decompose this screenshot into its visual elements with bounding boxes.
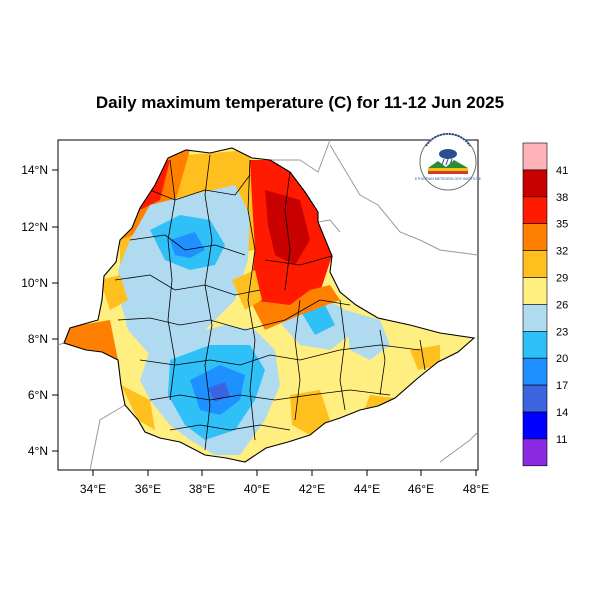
colorbar-label: 35 (556, 219, 568, 231)
lat-tick-label: 6°N (28, 388, 48, 402)
country-outline (63, 147, 476, 463)
lat-tick-label: 10°N (21, 276, 48, 290)
colorbar-swatch (522, 250, 548, 278)
lon-tick-label: 46°E (408, 482, 434, 496)
colorbar-swatch (522, 196, 548, 225)
colorbar-label: 14 (556, 407, 568, 419)
admin-boundaries (114, 154, 426, 451)
lon-tick-label: 36°E (135, 482, 161, 496)
axis-ticks (52, 169, 477, 476)
colorbar-label: 38 (556, 192, 568, 204)
lat-tick-label: 4°N (28, 444, 48, 458)
ethiopian-meteorology-institute-logo: ETHIOPIAN METEOROLOGY INSTITUTE (415, 132, 482, 191)
colorbar-swatch (522, 277, 548, 305)
lon-tick-label: 42°E (299, 482, 325, 496)
svg-text:ETHIOPIAN METEOROLOGY INSTITUT: ETHIOPIAN METEOROLOGY INSTITUTE (415, 177, 482, 181)
lat-tick-label: 12°N (21, 220, 48, 234)
longitude-labels: 34°E 36°E 38°E 40°E 42°E 44°E 46°E 48°E (80, 482, 489, 496)
colorbar-label: 41 (556, 165, 568, 177)
colorbar-swatch (522, 438, 548, 467)
map-title: Daily maximum temperature (C) for 11-12 … (95, 93, 505, 112)
lon-tick-label: 44°E (354, 482, 380, 496)
colorbar-swatch (522, 304, 548, 332)
lon-tick-label: 34°E (80, 482, 106, 496)
colorbar-label: 32 (556, 246, 568, 258)
colorbar-label: 23 (556, 326, 568, 338)
colorbar-swatch (522, 330, 548, 359)
colorbar-label: 17 (556, 380, 568, 392)
colorbar-swatch (522, 384, 548, 413)
neighbour-borders (57, 139, 479, 471)
colorbar: 41 38 35 32 29 26 23 20 17 14 11 (522, 142, 568, 467)
colorbar-swatch (522, 223, 548, 251)
lon-tick-label: 48°E (463, 482, 489, 496)
colorbar-swatch (522, 169, 548, 198)
lon-tick-label: 40°E (244, 482, 270, 496)
colorbar-swatch (522, 357, 548, 386)
colorbar-label: 20 (556, 353, 568, 365)
lon-tick-label: 38°E (189, 482, 215, 496)
latitude-labels: 14°N 12°N 10°N 8°N 6°N 4°N (21, 163, 48, 458)
colorbar-swatch (522, 142, 548, 171)
colorbar-label: 29 (556, 273, 568, 285)
colorbar-label: 26 (556, 299, 568, 311)
lat-tick-label: 8°N (28, 332, 48, 346)
colorbar-swatch (522, 411, 548, 440)
lat-tick-label: 14°N (21, 163, 48, 177)
colorbar-label: 11 (556, 434, 567, 446)
afar-coast-dots (269, 159, 319, 213)
